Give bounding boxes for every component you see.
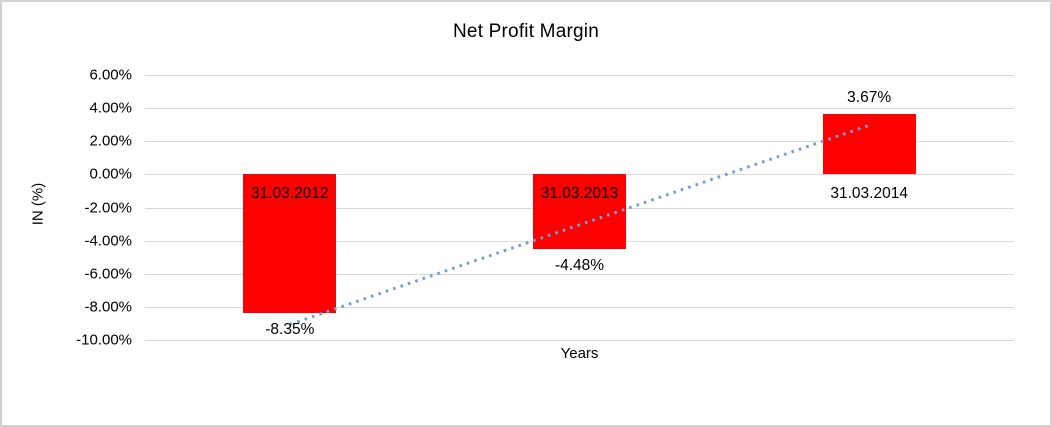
data-label: -4.48%	[554, 256, 605, 274]
gridline	[145, 273, 1014, 275]
y-tick-label: -10.00%	[76, 331, 132, 349]
y-tick-label: 4.00%	[89, 99, 132, 117]
category-label: 31.03.2012	[251, 185, 329, 203]
y-tick-label: -4.00%	[84, 232, 132, 250]
y-tick-label: -8.00%	[84, 298, 132, 316]
data-label: 3.67%	[847, 88, 892, 106]
bar-31.03.2012	[243, 174, 337, 313]
x-axis-title: Years	[560, 345, 599, 362]
y-tick-label: -2.00%	[84, 199, 132, 216]
category-label: 31.03.2013	[540, 185, 619, 203]
chart-title: Net Profit Margin	[453, 21, 599, 42]
gridline	[145, 141, 1014, 143]
data-label: -8.35%	[265, 320, 315, 338]
y-tick-label: 0.00%	[89, 165, 132, 183]
y-tick-label: 6.00%	[89, 66, 132, 84]
category-label: 31.03.2014	[830, 185, 908, 203]
gridline	[145, 75, 1014, 76]
y-tick-label: -6.00%	[84, 265, 132, 283]
y-tick-label: 2.00%	[89, 132, 132, 150]
gridline	[145, 306, 1014, 308]
gridline	[145, 108, 1014, 110]
gridline	[145, 340, 1014, 341]
bar-31.03.2014	[822, 113, 916, 175]
